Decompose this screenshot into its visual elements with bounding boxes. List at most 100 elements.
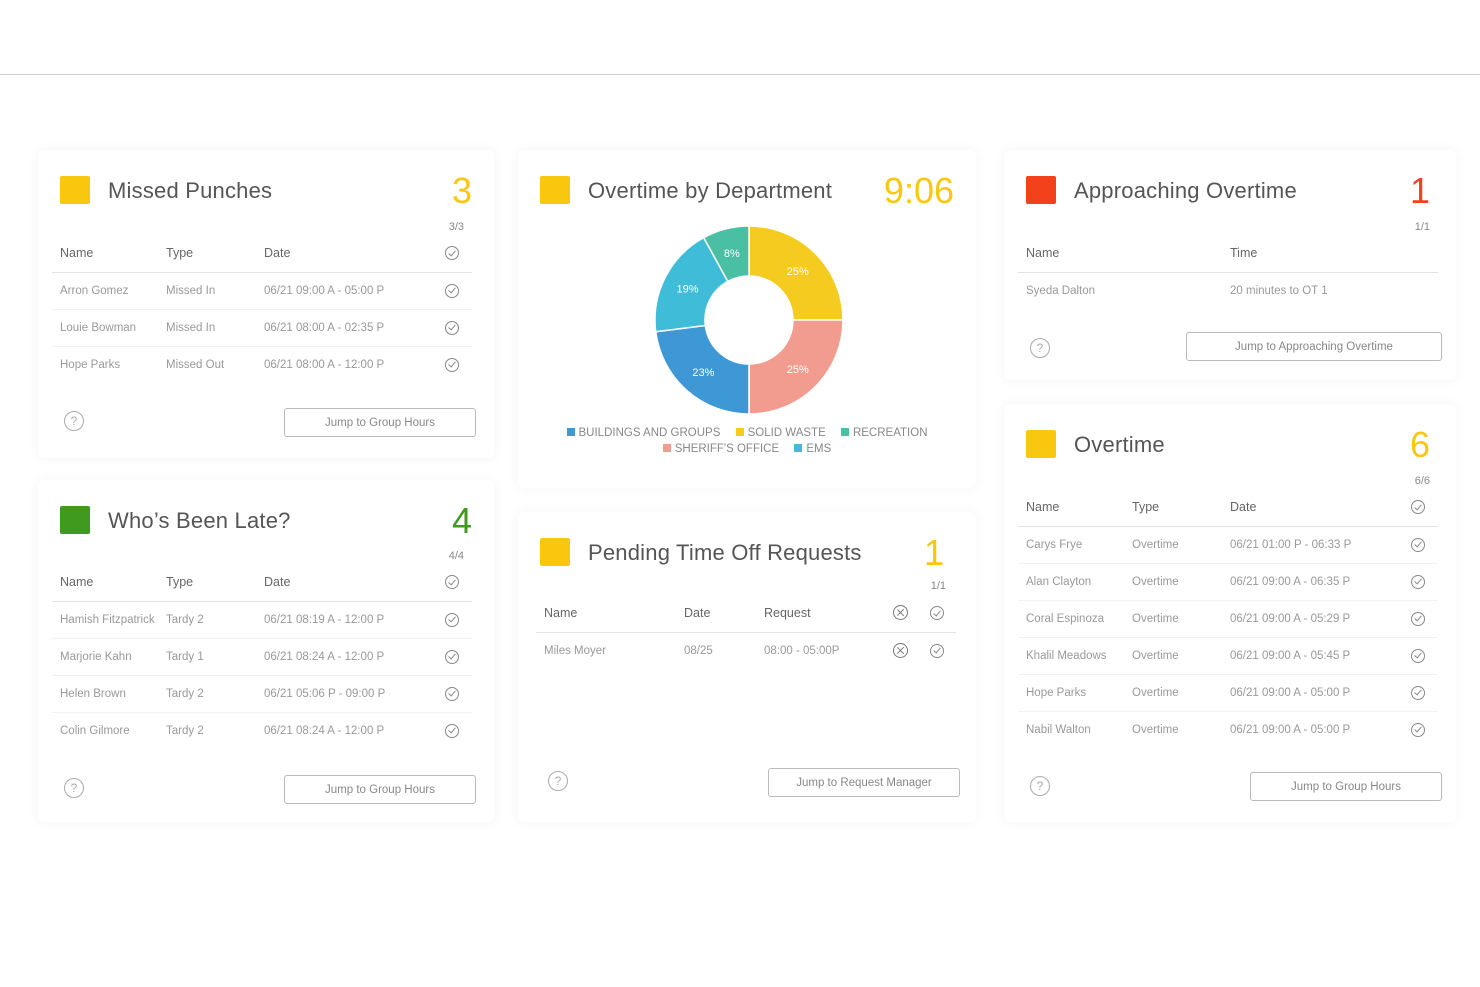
approaching-overtime-card: Approaching Overtime 1 1/1 Name Time Sye…: [1004, 150, 1456, 380]
approve-check-icon[interactable]: [445, 320, 459, 335]
column-header: Date: [264, 563, 432, 602]
missed-punches-card: Missed Punches 3 3/3 Name Type Date Arro…: [38, 150, 494, 458]
column-header: Type: [166, 563, 264, 602]
slice-percent-label: 25%: [787, 364, 809, 376]
date-cell: 06/21 08:19 A - 12:00 P: [264, 601, 432, 639]
legend-item: SOLID WASTE: [735, 427, 826, 439]
missed-punches-count: 3: [451, 170, 472, 211]
name-cell: Hope Parks: [60, 358, 121, 371]
approve-check-icon[interactable]: [1411, 537, 1425, 552]
type-cell: Overtime: [1132, 563, 1230, 601]
date-cell: 06/21 08:00 A - 12:00 P: [264, 358, 385, 371]
table-header: Name Time: [1018, 234, 1438, 273]
top-divider: [0, 74, 1480, 75]
approve-check-icon[interactable]: [445, 283, 459, 298]
approve-check-icon[interactable]: [1411, 574, 1425, 589]
column-header: Name: [52, 234, 166, 273]
approve-check-icon[interactable]: [1411, 648, 1425, 663]
whos-been-late-swatch: [60, 506, 90, 534]
approaching-overtime-table: Name Time Syeda Dalton 20 minutes to OT …: [1018, 234, 1438, 309]
date-cell: 06/21 05:06 P - 09:00 P: [264, 675, 432, 713]
help-icon[interactable]: ?: [64, 411, 84, 431]
approve-check-icon[interactable]: [445, 357, 459, 372]
select-all-check-icon[interactable]: [445, 246, 459, 261]
whos-been-late-card: Who’s Been Late? 4 4/4 Name Type Date Ha…: [38, 480, 494, 822]
overtime-donut-chart: 25% 25% 23% 19% 8%: [654, 225, 844, 415]
column-header: Time: [1230, 234, 1438, 273]
approve-check-icon[interactable]: [445, 649, 459, 664]
overtime-dept-swatch: [540, 176, 570, 204]
ratio-label: 1/1: [1414, 221, 1430, 233]
name-cell: Hope Parks: [1018, 674, 1132, 712]
date-cell: 06/21 09:00 A - 05:00 P: [264, 272, 432, 310]
table-row: Marjorie Kahn Tardy 1 06/21 08:24 A - 12…: [52, 638, 472, 676]
date-cell: 06/21 08:00 A - 02:35 P: [264, 309, 432, 347]
type-cell: Overtime: [1132, 674, 1230, 712]
slice-percent-label: 8%: [724, 248, 740, 260]
type-cell: Tardy 2: [166, 724, 204, 737]
column-header: Type: [166, 234, 264, 273]
reject-all-x-icon[interactable]: [892, 605, 908, 621]
chart-legend: BUILDINGS AND GROUPS SOLID WASTE RECREAT…: [528, 427, 966, 455]
approve-check-icon[interactable]: [445, 612, 459, 627]
name-cell: Colin Gilmore: [60, 724, 130, 737]
jump-to-group-hours-button[interactable]: Jump to Group Hours: [284, 408, 476, 437]
jump-to-group-hours-button[interactable]: Jump to Group Hours: [284, 775, 476, 804]
name-cell: Syeda Dalton: [1026, 284, 1096, 297]
name-cell: Miles Moyer: [544, 644, 606, 657]
column-header: Type: [1132, 488, 1230, 527]
type-cell: Overtime: [1132, 637, 1230, 675]
overtime-card: Overtime 6 6/6 Name Type Date Carys Frye…: [1004, 404, 1456, 822]
name-cell: Hamish Fitzpatrick: [52, 601, 166, 639]
jump-to-approaching-overtime-button[interactable]: Jump to Approaching Overtime: [1186, 332, 1442, 361]
card-title: Overtime: [1074, 432, 1165, 457]
approve-check-icon[interactable]: [1411, 685, 1425, 700]
help-icon[interactable]: ?: [548, 771, 568, 791]
name-cell: Louie Bowman: [52, 309, 166, 347]
jump-to-group-hours-button[interactable]: Jump to Group Hours: [1250, 772, 1442, 801]
approve-all-check-icon[interactable]: [930, 606, 944, 621]
table-header: Name Type Date: [52, 234, 472, 273]
table-row: Helen Brown Tardy 2 06/21 05:06 P - 09:0…: [52, 675, 472, 713]
overtime-swatch: [1026, 430, 1056, 458]
slice-percent-label: 23%: [692, 367, 714, 379]
approve-check-icon[interactable]: [445, 723, 459, 738]
legend-item: BUILDINGS AND GROUPS: [566, 427, 720, 439]
approve-check-icon[interactable]: [1411, 722, 1425, 737]
table-row: Arron Gomez Missed In 06/21 09:00 A - 05…: [52, 272, 472, 310]
reject-x-icon[interactable]: [892, 643, 908, 659]
table-row: Hope Parks Overtime 06/21 09:00 A - 05:0…: [1018, 674, 1438, 712]
help-icon[interactable]: ?: [1030, 776, 1050, 796]
donut-slice: [748, 225, 844, 321]
ratio-label: 6/6: [1414, 475, 1430, 487]
card-title: Pending Time Off Requests: [588, 540, 862, 565]
column-header: Name: [1018, 234, 1230, 273]
donut-slice: [748, 319, 844, 415]
jump-to-request-manager-button[interactable]: Jump to Request Manager: [768, 768, 960, 797]
approaching-overtime-count: 1: [1409, 170, 1430, 211]
legend-item: EMS: [794, 443, 831, 455]
card-title: Approaching Overtime: [1074, 178, 1297, 203]
date-cell: 06/21 08:24 A - 12:00 P: [264, 638, 432, 676]
overtime-count: 6: [1409, 424, 1430, 465]
help-icon[interactable]: ?: [1030, 338, 1050, 358]
slice-percent-label: 19%: [677, 284, 699, 296]
help-icon[interactable]: ?: [64, 778, 84, 798]
table-header: Name Type Date: [52, 563, 472, 602]
missed-punches-swatch: [60, 176, 90, 204]
name-cell: Carys Frye: [1018, 526, 1132, 564]
type-cell: Overtime: [1132, 723, 1179, 736]
approve-check-icon[interactable]: [930, 643, 944, 658]
pending-time-off-card: Pending Time Off Requests 1 1/1 Name Dat…: [518, 512, 976, 822]
approve-check-icon[interactable]: [445, 686, 459, 701]
column-header: Name: [536, 594, 684, 633]
name-cell: Marjorie Kahn: [52, 638, 166, 676]
type-cell: Missed In: [166, 272, 264, 310]
whos-been-late-count: 4: [451, 500, 472, 541]
approaching-overtime-swatch: [1026, 176, 1056, 204]
missed-punches-table: Name Type Date Arron Gomez Missed In 06/…: [52, 234, 472, 383]
approve-check-icon[interactable]: [1411, 611, 1425, 626]
type-cell: Missed Out: [166, 358, 225, 371]
select-all-check-icon[interactable]: [445, 575, 459, 590]
select-all-check-icon[interactable]: [1411, 500, 1425, 515]
